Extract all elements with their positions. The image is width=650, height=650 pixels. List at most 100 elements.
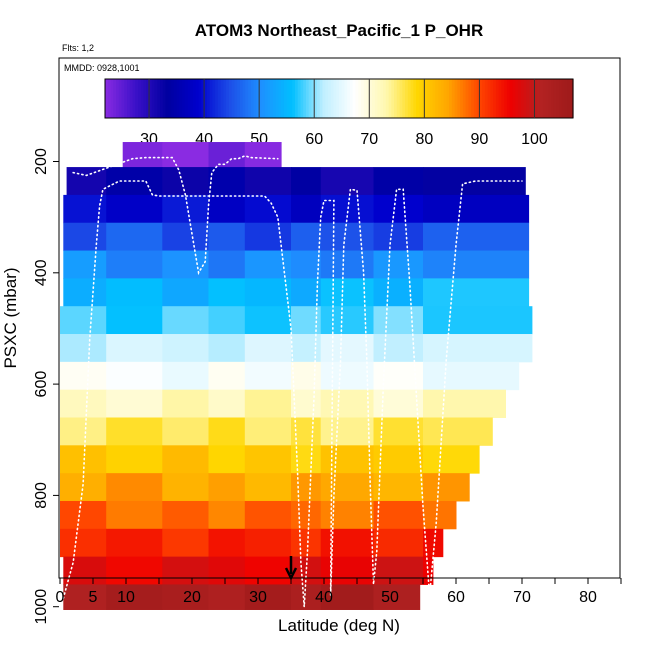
colorbar-cell (402, 79, 406, 118)
y-tick-label: 800 (33, 482, 50, 509)
colorbar-cell (187, 79, 191, 118)
colorbar-cell (570, 79, 574, 118)
heatmap-cell (423, 500, 457, 530)
colorbar-cell (512, 79, 516, 118)
colorbar-cell (322, 79, 326, 118)
colorbar-cell (567, 79, 571, 118)
colorbar-cell (294, 79, 299, 118)
colorbar-cell (473, 79, 478, 118)
heatmap-cell (208, 278, 246, 307)
colorbar-cell (259, 79, 263, 118)
colorbar-cell (173, 79, 178, 118)
flight-track-2 (72, 155, 279, 276)
colorbar-cell (146, 79, 150, 118)
heatmap-cell (162, 473, 209, 502)
colorbar-cell (289, 79, 293, 118)
colorbar-cell (234, 79, 238, 118)
colorbar-cell (350, 79, 354, 118)
colorbar-cell (421, 79, 425, 118)
colorbar-cell (380, 79, 384, 118)
colorbar-cell (559, 79, 563, 118)
colorbar-cell (308, 79, 313, 118)
colorbar-cell (435, 79, 439, 118)
heatmap-cell (208, 194, 246, 224)
heatmap-cell (162, 334, 209, 363)
colorbar-cell (149, 79, 153, 118)
colorbar-cell (462, 79, 467, 118)
heatmap-cell (208, 334, 246, 363)
heatmap-cell (208, 584, 246, 610)
heatmap-cell (244, 584, 292, 610)
colorbar-cell (531, 79, 536, 118)
colorbar-cell (429, 79, 434, 118)
colorbar-cell (418, 79, 423, 118)
colorbar-cell (564, 79, 569, 118)
heatmap-cell (208, 142, 246, 168)
colorbar-cell (113, 79, 117, 118)
heatmap-cell (162, 389, 209, 418)
colorbar-tick-label: 70 (360, 131, 378, 148)
marker-arrowhead (284, 567, 298, 581)
colorbar-cell (548, 79, 552, 118)
heatmap-cell (60, 500, 107, 530)
heatmap-cell (291, 278, 322, 307)
colorbar-cell (542, 79, 547, 118)
heatmap-cell (423, 222, 530, 252)
dates-note: MMDD: 0928,1001 (64, 63, 140, 73)
colorbar-cell (226, 79, 230, 118)
heatmap-cell (106, 334, 163, 363)
heatmap-cell (106, 361, 163, 391)
colorbar-cell (272, 79, 277, 118)
colorbar-cell (206, 79, 211, 118)
colorbar-cell (297, 79, 302, 118)
heatmap-cell (162, 500, 209, 530)
heatmap-cell (162, 445, 209, 474)
colorbar-cell (201, 79, 205, 118)
heatmap-rows (60, 142, 533, 610)
x-axis: 0 5 10 20 30 40 50 60 70 80 (56, 578, 622, 606)
colorbar-cell (443, 79, 447, 118)
colorbar-cell (432, 79, 436, 118)
heatmap-cell (208, 250, 246, 279)
heatmap-cell (320, 473, 374, 502)
y-tick-label: 1000 (33, 589, 50, 625)
colorbar-cell (399, 79, 403, 118)
heatmap-cell (244, 528, 292, 558)
heatmap-cell (373, 222, 424, 252)
heatmap-cell (60, 389, 107, 418)
heatmap-cell (291, 194, 322, 224)
colorbar-cell (135, 79, 139, 118)
colorbar-cell (341, 79, 346, 118)
heatmap-cell (63, 250, 107, 279)
heatmap-cell (208, 473, 246, 502)
colorbar-cell (220, 79, 224, 118)
colorbar-cell (339, 79, 343, 118)
colorbar-cell (416, 79, 420, 118)
colorbar-cell (487, 79, 492, 118)
colorbar-cell (165, 79, 169, 118)
heatmap-cell (208, 361, 246, 391)
heatmap-cell (208, 528, 246, 558)
heatmap-cell (423, 250, 530, 279)
colorbar-cell (270, 79, 274, 118)
colorbar-cell (471, 79, 475, 118)
heatmap-cell (63, 278, 107, 307)
colorbar-cell (314, 79, 318, 118)
heatmap-cell (373, 473, 424, 502)
heatmap-cell (373, 556, 424, 585)
heatmap-cell (423, 361, 520, 391)
colorbar-tick-label: 90 (471, 131, 489, 148)
colorbar-cell (281, 79, 285, 118)
colorbar-cell (143, 79, 147, 118)
colorbar-cell (286, 79, 291, 118)
colorbar-cell (550, 79, 555, 118)
colorbar-frame (104, 78, 574, 119)
heatmap-cell (244, 445, 292, 474)
heatmap-cell (244, 250, 292, 279)
colorbar-cell (358, 79, 362, 118)
colorbar-cell (190, 79, 194, 118)
heatmap-cell (106, 194, 163, 224)
x-tick-label: 30 (249, 589, 267, 606)
colorbar-cell (366, 79, 370, 118)
heatmap-cell (106, 306, 163, 335)
